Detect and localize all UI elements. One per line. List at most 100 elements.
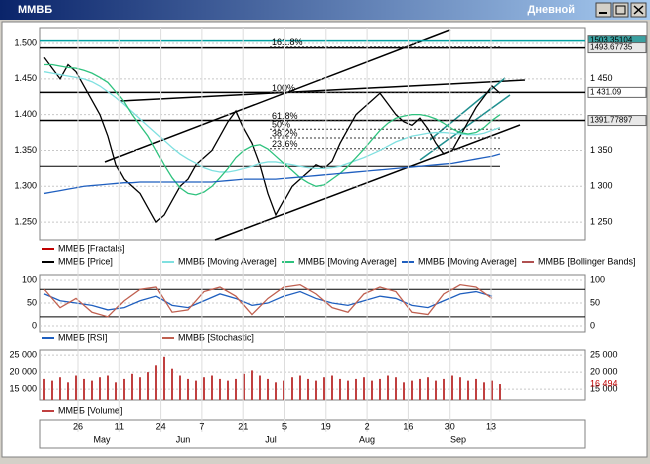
y2-tick-label: 25 000 (590, 349, 618, 359)
y2-tick-label: 15 000 (590, 383, 618, 393)
y-tick-label: 1.250 (14, 216, 37, 226)
volume-bar (187, 378, 189, 400)
minimize-button[interactable] (595, 2, 612, 18)
volume-bar (107, 375, 109, 400)
y-tick-label: 50 (27, 297, 37, 307)
price-label: 1391.77897 (590, 116, 633, 125)
volume-bar (291, 377, 293, 400)
volume-bar (267, 378, 269, 400)
price-label-box (587, 115, 647, 127)
volume-bar (363, 377, 365, 400)
volume-bar (411, 380, 413, 400)
volume-bar (483, 382, 485, 400)
series-line (43, 283, 493, 318)
window-buttons[interactable] (595, 2, 647, 18)
month-label: May (93, 434, 111, 444)
volume-bar (467, 380, 469, 400)
volume-bar (451, 375, 453, 400)
volume-bar (211, 375, 213, 400)
fib-label: 100% (272, 83, 295, 93)
volume-bar (347, 380, 349, 400)
date-axis (39, 419, 586, 449)
y-tick-label: 1.500 (14, 37, 37, 47)
y2-tick-label: 0 (590, 320, 595, 330)
volume-bar (219, 378, 221, 400)
legend-label: ММВБ [Volume] (58, 405, 122, 415)
price-panel (39, 27, 586, 241)
price-label: 1 431.09 (590, 88, 622, 97)
volume-bar (243, 373, 245, 400)
maximize-button[interactable] (612, 2, 629, 18)
volume-bar (371, 380, 373, 400)
volume-bar (323, 377, 325, 400)
volume-bar (139, 377, 141, 400)
volume-bar (203, 377, 205, 400)
volume-bar (355, 378, 357, 400)
volume-bar (443, 378, 445, 400)
trendline (119, 79, 526, 102)
y-tick-label: 20 000 (9, 366, 37, 376)
series-line (44, 63, 501, 196)
volume-bar (195, 380, 197, 400)
legend-label: ММВБ [RSI] (58, 332, 107, 342)
volume-bar (91, 380, 93, 400)
volume-bar (395, 377, 397, 400)
volume-bar (299, 375, 301, 400)
y-tick-label: 1.300 (14, 181, 37, 191)
volume-bar (435, 380, 437, 400)
volume-bar (227, 380, 229, 400)
day-label: 26 (73, 421, 83, 431)
volume-bar (307, 378, 309, 400)
volume-bar (331, 375, 333, 400)
volume-bar (427, 377, 429, 400)
icon (615, 5, 626, 15)
y2-tick-label: 1 250 (590, 216, 613, 226)
title-bar (0, 0, 650, 20)
month-label: Aug (359, 434, 375, 444)
volume-bar (75, 375, 77, 400)
day-label: 21 (238, 421, 248, 431)
volume-bar (387, 375, 389, 400)
volume-bar (115, 382, 117, 400)
volume-bar (235, 378, 237, 400)
series-line (43, 290, 493, 311)
y-tick-label: 1.350 (14, 145, 37, 155)
month-label: Jul (265, 434, 277, 444)
fib-label: 50% (272, 120, 290, 130)
day-label: 19 (321, 421, 331, 431)
y2-tick-label: 50 (590, 297, 600, 307)
volume-bar (123, 378, 125, 400)
volume-bar (459, 377, 461, 400)
volume-bar (99, 377, 101, 400)
price-label-box (587, 42, 647, 54)
legend-label: ММВБ [Moving Average] (178, 256, 277, 266)
series-line (43, 56, 501, 224)
volume-bar (51, 380, 53, 400)
price-label: 1493.67735 (590, 43, 633, 52)
legend-label: ММВБ [Fractals] (58, 243, 124, 253)
y2-tick-label: 1 450 (590, 73, 613, 83)
volume-bar (83, 378, 85, 400)
volume-bar (315, 380, 317, 400)
last-value-label: 16 494 (590, 378, 618, 388)
volume-bar (171, 368, 173, 400)
trendline (104, 29, 451, 163)
legend-label: ММВБ [Bollinger Bands] (538, 256, 635, 266)
y2-tick-label: 20 000 (590, 366, 618, 376)
price-label-box (587, 86, 647, 98)
volume-bar (499, 384, 501, 400)
volume-bar (339, 378, 341, 400)
volume-bar (419, 378, 421, 400)
legend-label: ММВБ [Price] (58, 256, 113, 266)
legend-label: ММВБ [Stochastic] (178, 332, 254, 342)
series-line (43, 153, 501, 195)
y-tick-label: 1.400 (14, 109, 37, 119)
volume-bar (403, 382, 405, 400)
series-line (43, 71, 501, 173)
day-label: 30 (445, 421, 455, 431)
volume-bar (131, 373, 133, 400)
volume-bar (67, 382, 69, 400)
volume-bar (251, 370, 253, 400)
window-title: ММВБ (18, 4, 52, 16)
y-tick-label: 0 (32, 320, 37, 330)
